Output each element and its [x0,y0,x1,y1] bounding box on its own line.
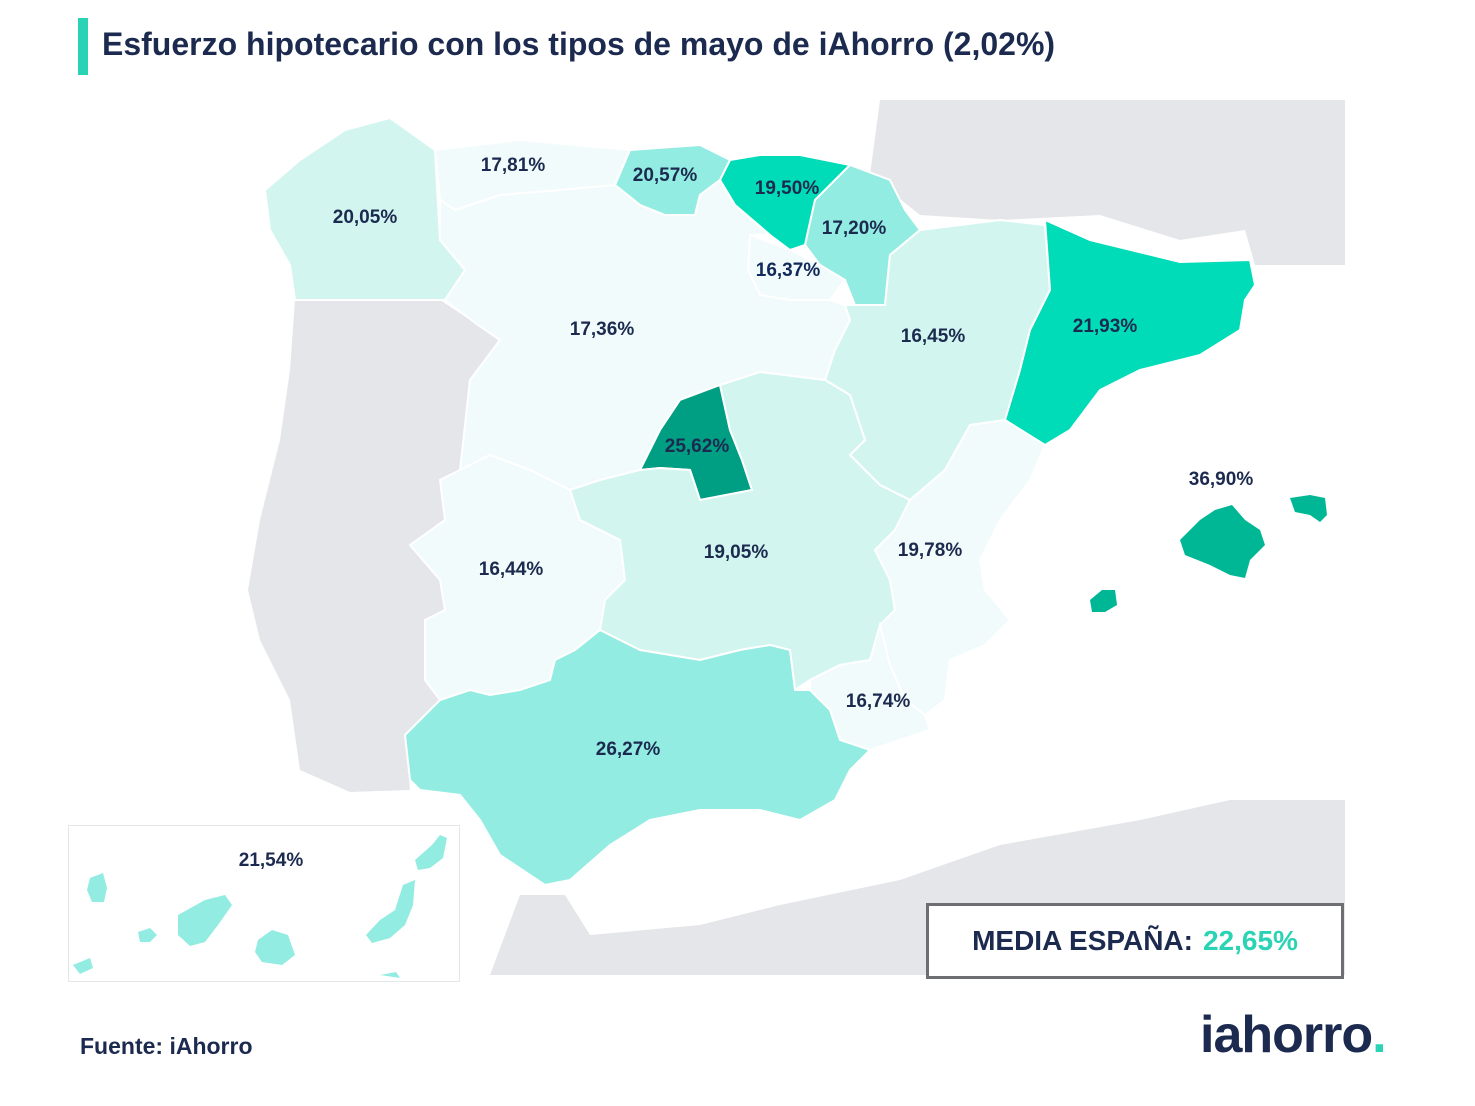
region-ibiza [1090,590,1117,612]
label-murcia: 16,74% [845,691,911,712]
region-mallorca [1180,505,1265,578]
label-valencia: 19,78% [897,540,963,561]
canarias-inset-frame [68,825,460,982]
media-espana-box: MEDIA ESPAÑA: 22,65% [926,903,1344,979]
label-andalucia: 26,27% [595,739,661,760]
logo-text: iahorro [1200,1006,1373,1064]
source-note: Fuente: iAhorro [80,1033,253,1059]
label-navarra: 17,20% [821,218,887,239]
title-accent-bar [78,18,88,75]
label-extremadura: 16,44% [478,559,544,580]
region-menorca [1290,495,1327,522]
label-pais-vasco: 19,50% [754,178,820,199]
page-title: Esfuerzo hipotecario con los tipos de ma… [102,26,1056,62]
region-andalucia [403,628,872,887]
label-baleares: 36,90% [1188,469,1254,490]
label-cantabria: 20,57% [632,165,698,186]
label-galicia: 20,05% [332,207,398,228]
label-castilla-la-mancha: 19,05% [703,542,769,563]
label-castilla-y-leon: 17,36% [569,319,635,340]
land-portugal [248,300,500,792]
region-cataluna [1003,218,1257,447]
label-madrid: 25,62% [664,436,730,457]
iahorro-logo: iahorro. [1200,1005,1387,1065]
media-value: 22,65% [1202,925,1298,956]
label-cataluna: 21,93% [1072,316,1138,337]
label-la-rioja: 16,37% [755,260,821,281]
logo-dot: . [1372,1006,1386,1064]
label-canarias: 21,54% [238,850,304,871]
label-aragon: 16,45% [900,326,966,347]
media-label: MEDIA ESPAÑA: [972,925,1193,956]
label-asturias: 17,81% [480,155,546,176]
land-france [870,100,1345,265]
